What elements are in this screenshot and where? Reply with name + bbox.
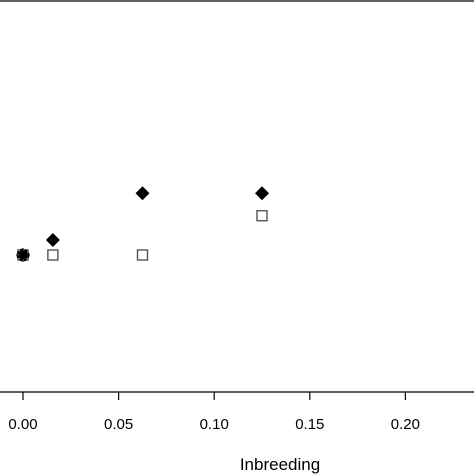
x-tick-label: 0.00 (8, 416, 37, 433)
data-point-diamond (135, 186, 150, 201)
data-point-square (256, 210, 268, 222)
data-point-square (136, 249, 149, 261)
data-point-square (47, 249, 59, 261)
x-tick-label: 0.20 (391, 416, 420, 433)
data-points (16, 186, 269, 262)
x-axis-ticks: 0.00 0.05 0.10 0.15 0.20 (8, 392, 420, 433)
x-tick-label: 0.15 (295, 416, 324, 433)
x-tick-label: 0.05 (104, 416, 133, 433)
x-axis-title: Inbreeding (240, 455, 320, 474)
data-point-diamond (255, 186, 269, 201)
x-tick-label: 0.10 (200, 416, 229, 433)
data-point-circle (16, 248, 30, 262)
data-point-diamond (45, 233, 60, 248)
